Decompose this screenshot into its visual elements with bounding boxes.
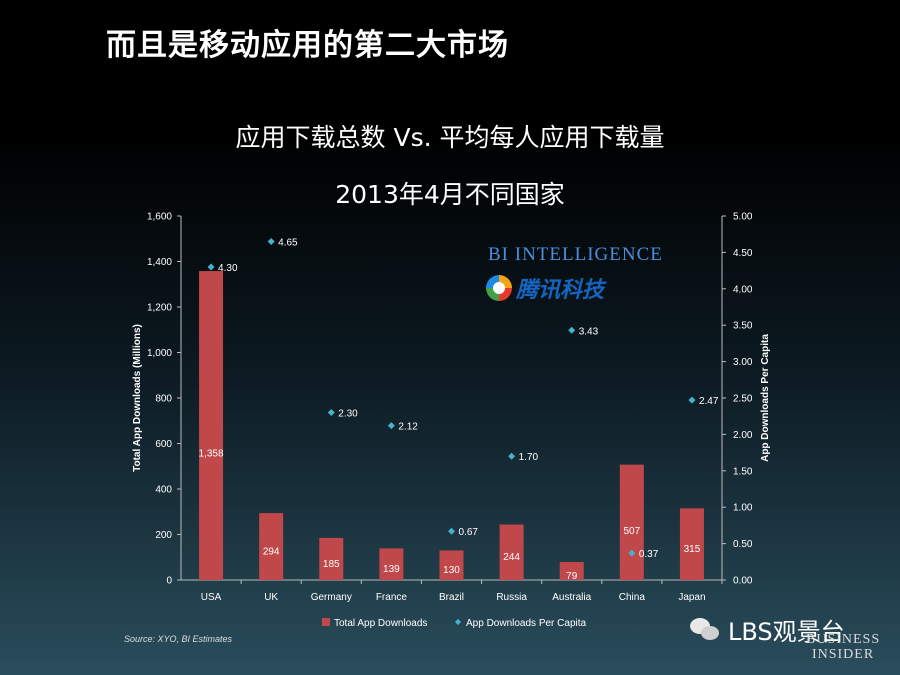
left-tick-label: 1,400	[147, 257, 172, 268]
right-tick-label: 5.00	[733, 212, 753, 223]
left-tick-label: 200	[155, 530, 172, 541]
right-tick-label: 4.50	[733, 248, 753, 259]
legend-point-label: App Downloads Per Capita	[466, 618, 587, 629]
bar-value-label: 79	[566, 571, 578, 582]
right-tick-label: 1.50	[733, 466, 753, 477]
right-tick-label: 0.50	[733, 539, 753, 550]
point-value-label: 0.37	[639, 549, 659, 560]
bar-value-label: 139	[383, 564, 400, 575]
x-tick-label: Germany	[311, 592, 352, 603]
right-tick-label: 4.00	[733, 284, 753, 295]
point-value-label: 4.30	[218, 263, 238, 274]
x-tick-label: Australia	[552, 592, 591, 603]
point-marker	[688, 396, 696, 404]
x-tick-label: France	[376, 592, 408, 603]
right-tick-label: 2.00	[733, 430, 753, 441]
tencent-logo-text: 腾讯科技	[516, 278, 605, 303]
bar	[439, 550, 464, 580]
bi-intelligence-logo: BI INTELLIGENCE	[488, 244, 663, 265]
wechat-watermark: LBS观景台	[690, 612, 845, 647]
left-tick-label: 1,200	[147, 303, 172, 314]
point-value-label: 4.65	[278, 237, 298, 248]
left-tick-label: 1,600	[147, 212, 172, 223]
bar	[259, 513, 284, 580]
legend-bar-swatch	[322, 618, 330, 626]
right-tick-label: 3.50	[733, 321, 753, 332]
point-marker	[568, 326, 576, 334]
x-tick-label: China	[619, 592, 646, 603]
point-value-label: 2.12	[398, 422, 418, 433]
y2-axis-title: App Downloads Per Capita	[760, 334, 771, 462]
point-marker	[327, 409, 335, 417]
point-value-label: 3.43	[579, 326, 599, 337]
slide-title: 而且是移动应用的第二大市场	[106, 28, 509, 63]
legend-point-swatch	[455, 619, 461, 625]
bar-value-label: 244	[503, 552, 520, 563]
point-marker	[267, 237, 275, 245]
bar-value-label: 507	[623, 526, 640, 537]
legend-bar-label: Total App Downloads	[334, 618, 427, 629]
chart-subtitle: 2013年4月不同国家	[335, 180, 565, 209]
tencent-logo-icon	[486, 275, 512, 301]
bar	[379, 548, 404, 580]
point-marker	[448, 527, 455, 535]
x-tick-label: Russia	[496, 592, 527, 603]
bar	[499, 524, 524, 580]
left-tick-label: 400	[155, 485, 172, 496]
x-tick-label: USA	[201, 592, 222, 603]
tencent-logo: 腾讯科技	[486, 272, 604, 304]
y-axis-title: Total App Downloads (Millions)	[132, 324, 143, 472]
left-tick-label: 0	[166, 576, 172, 587]
x-tick-label: UK	[264, 592, 278, 603]
business-insider-line1: BUSINESS	[806, 632, 881, 647]
point-value-label: 1.70	[519, 452, 539, 463]
right-tick-label: 2.50	[733, 394, 753, 405]
business-insider-logo: BUSINESS INSIDER	[806, 632, 880, 662]
bar-value-label: 130	[443, 565, 460, 576]
bar	[199, 271, 224, 580]
point-marker	[207, 263, 215, 271]
left-tick-label: 600	[155, 439, 172, 450]
bar	[679, 508, 704, 580]
bar-value-label: 185	[323, 559, 340, 570]
point-value-label: 0.67	[459, 527, 479, 538]
right-tick-label: 0.00	[733, 576, 753, 587]
bar-value-label: 294	[263, 547, 280, 558]
wechat-account-name: LBS观景台	[728, 618, 845, 646]
left-tick-label: 1,000	[147, 348, 172, 359]
bar	[319, 537, 344, 580]
point-value-label: 2.30	[338, 409, 358, 420]
wechat-icon	[690, 616, 722, 644]
x-tick-label: Brazil	[439, 592, 464, 603]
point-marker	[628, 549, 636, 557]
source-note: Source: XYO, BI Estimates	[124, 634, 233, 644]
point-value-label: 2.47	[699, 396, 719, 407]
x-tick-label: Japan	[678, 592, 705, 603]
bar	[559, 562, 584, 580]
point-marker	[387, 422, 395, 430]
right-tick-label: 1.00	[733, 503, 753, 514]
business-insider-line2: INSIDER	[811, 647, 875, 662]
bar-value-label: 1,358	[199, 448, 224, 459]
bar-value-label: 315	[684, 544, 701, 555]
right-tick-label: 3.00	[733, 357, 753, 368]
bar	[619, 464, 644, 580]
chart-title: 应用下载总数 Vs. 平均每人应用下载量	[235, 123, 665, 152]
point-marker	[508, 452, 516, 460]
left-tick-label: 800	[155, 394, 172, 405]
